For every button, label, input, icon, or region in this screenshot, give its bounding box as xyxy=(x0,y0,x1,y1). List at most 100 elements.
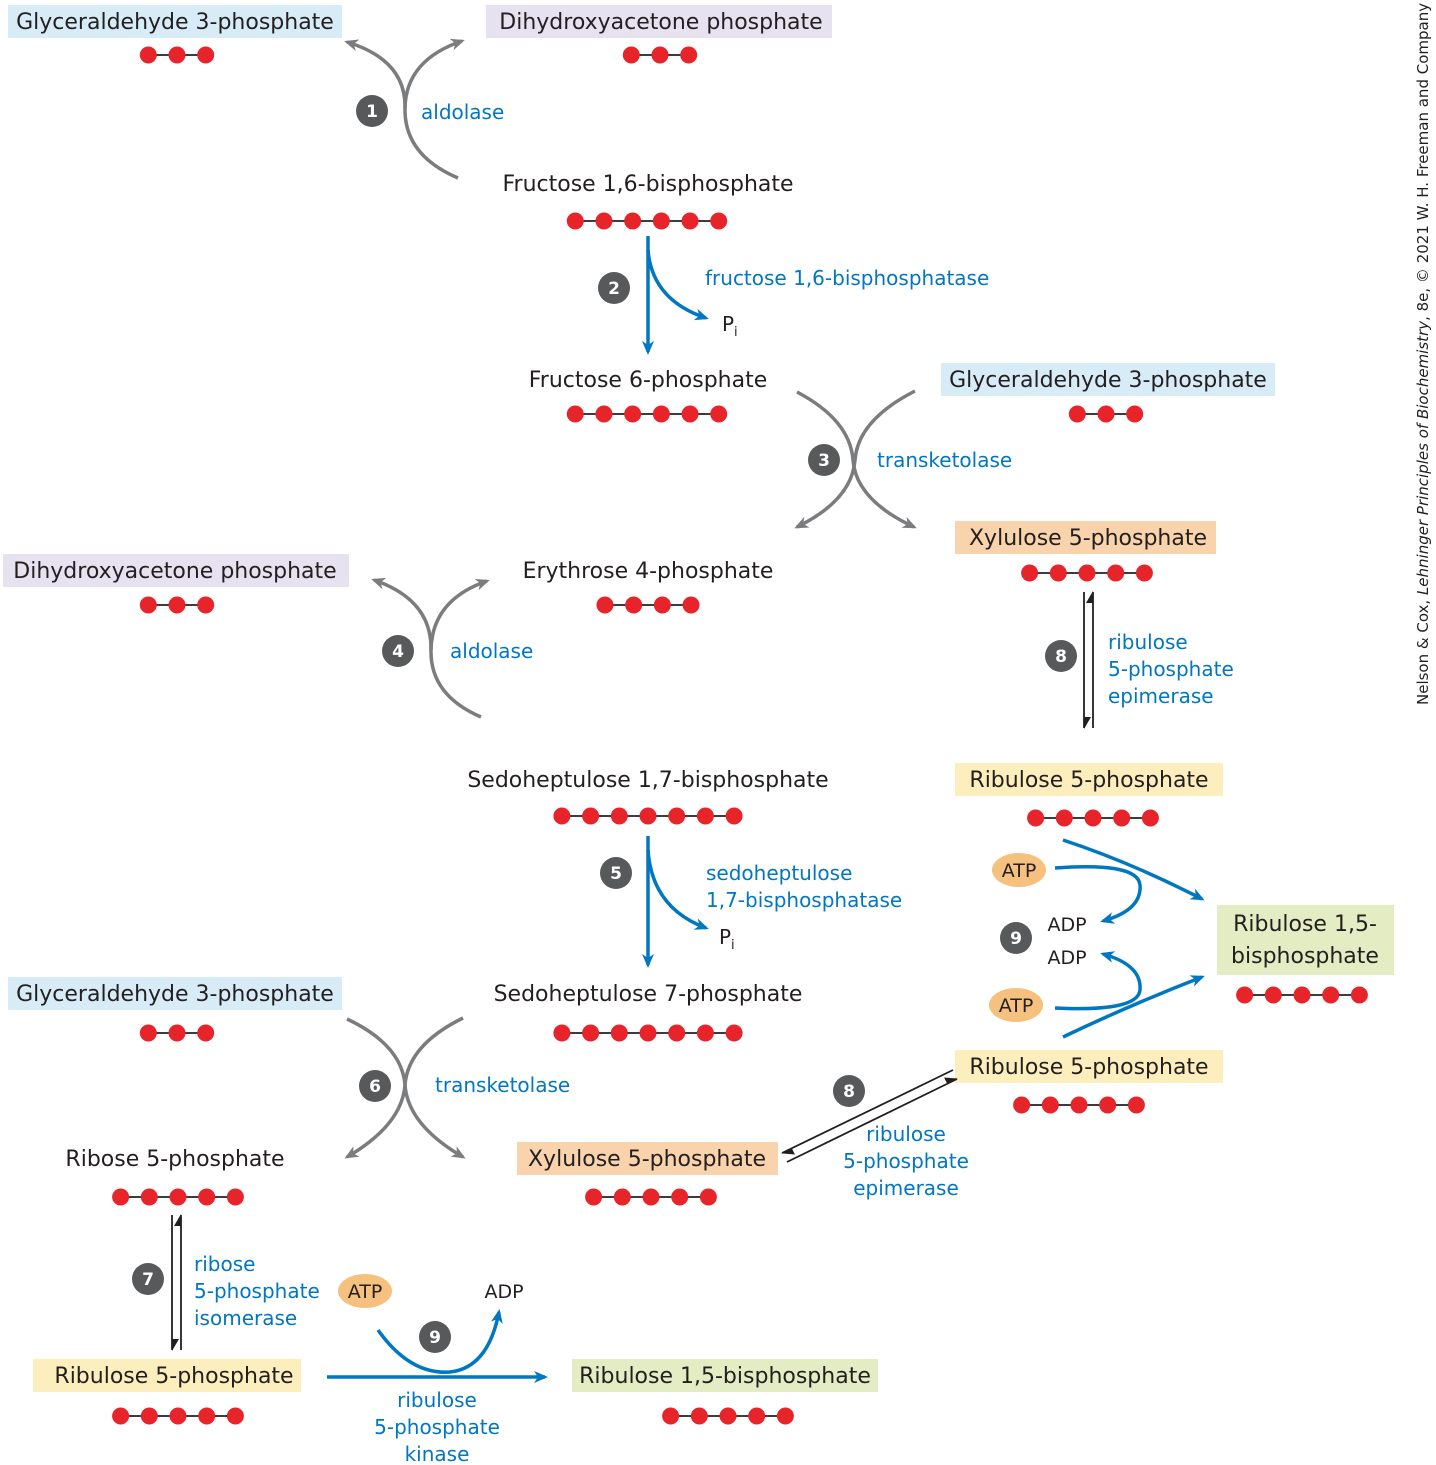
enzyme-sbpase-line2: 1,7-bisphosphatase xyxy=(706,888,902,912)
carbon-atom xyxy=(197,1024,215,1042)
carbon-chain-rubp-2 xyxy=(662,1407,794,1425)
carbon-chain-rubp-1 xyxy=(1236,986,1368,1004)
carbon-atom xyxy=(610,1024,628,1042)
compound-dhap-2: Dihydroxyacetone phosphate xyxy=(13,559,336,584)
svg-text:3: 3 xyxy=(818,451,830,471)
enzyme-epimerase-lower-line2: 5-phosphate xyxy=(843,1149,969,1173)
svg-text:ATP: ATP xyxy=(999,995,1034,1017)
carbon-atom xyxy=(651,46,669,64)
enzyme-isomerase-line1: ribose xyxy=(194,1252,255,1276)
reaction-arrow-step-5 xyxy=(642,836,709,968)
carbon-atom xyxy=(1099,1096,1117,1114)
carbon-atom xyxy=(1084,809,1102,827)
carbon-atom xyxy=(696,1024,714,1042)
compound-r5p: Ribose 5-phosphate xyxy=(65,1147,284,1172)
carbon-atom xyxy=(198,1407,216,1425)
carbon-atom xyxy=(585,1188,603,1206)
carbon-atom xyxy=(681,212,699,230)
carbon-atom xyxy=(168,1024,186,1042)
carbon-atom xyxy=(1113,809,1131,827)
carbon-atom xyxy=(696,807,714,825)
carbon-atom xyxy=(226,1407,244,1425)
svg-text:i: i xyxy=(731,938,735,953)
carbon-atom xyxy=(682,596,700,614)
carbon-atom xyxy=(595,405,613,423)
carbon-atom xyxy=(1126,405,1144,423)
carbon-atom xyxy=(596,596,614,614)
carbon-atom xyxy=(139,1024,157,1042)
step-badge-6: 6 xyxy=(359,1070,391,1102)
equilibrium-arrow-step-8-upper xyxy=(1083,591,1094,729)
carbon-atom xyxy=(1027,809,1045,827)
step-badge-4: 4 xyxy=(382,635,414,667)
enzyme-aldolase-2: aldolase xyxy=(450,639,533,663)
carbon-atom xyxy=(748,1407,766,1425)
dhap-1-box xyxy=(486,5,832,38)
svg-text:9: 9 xyxy=(429,1328,441,1348)
carbon-atom xyxy=(139,46,157,64)
enzyme-isomerase-line3: isomerase xyxy=(194,1306,297,1330)
carbon-atom xyxy=(140,1188,158,1206)
carbon-chain-fbp xyxy=(566,212,728,230)
atp-oval-1: ATP xyxy=(992,853,1046,887)
carbon-atom xyxy=(725,1024,743,1042)
carbon-atom xyxy=(566,212,584,230)
carbon-chain-e4p xyxy=(596,596,700,614)
svg-text:4: 4 xyxy=(392,642,404,662)
compound-gap-2: Glyceraldehyde 3-phosphate xyxy=(949,368,1267,393)
reaction-arrow-step-6 xyxy=(344,1016,466,1159)
carbon-atom xyxy=(680,46,698,64)
enzyme-epimerase-upper-line2: 5-phosphate xyxy=(1108,657,1234,681)
svg-text:2: 2 xyxy=(608,279,620,299)
carbon-atom xyxy=(582,807,600,825)
carbon-chain-dhap-1 xyxy=(622,46,698,64)
carbon-atom xyxy=(553,807,571,825)
enzyme-sbpase-line1: sedoheptulose xyxy=(706,861,852,885)
carbon-atom xyxy=(169,1188,187,1206)
step-badge-9-upper: 9 xyxy=(1000,922,1032,954)
carbon-atom xyxy=(1013,1096,1031,1114)
step-badge-8-upper: 8 xyxy=(1045,640,1077,672)
gap-3-box xyxy=(8,977,342,1010)
carbon-atom xyxy=(1236,986,1254,1004)
carbon-chain-s7p xyxy=(553,1024,743,1042)
enzyme-epimerase-lower-line1: ribulose xyxy=(866,1122,946,1146)
carbon-atom xyxy=(668,1024,686,1042)
carbon-atom xyxy=(613,1188,631,1206)
carbon-atom xyxy=(553,1024,571,1042)
reaction-arrow-step-9-lower xyxy=(327,1309,548,1383)
carbon-atom xyxy=(725,807,743,825)
carbon-atom xyxy=(1127,1096,1145,1114)
carbon-chain-xu5p-1 xyxy=(1021,564,1153,582)
compound-s7p: Sedoheptulose 7-phosphate xyxy=(494,982,803,1007)
carbon-atom xyxy=(710,405,728,423)
carbon-atom xyxy=(1070,1096,1088,1114)
carbon-atom xyxy=(1021,564,1039,582)
carbon-atom xyxy=(1078,564,1096,582)
compound-gap-1: Glyceraldehyde 3-phosphate xyxy=(16,10,334,35)
carbon-chain-ru5p-1 xyxy=(1027,809,1159,827)
reaction-arrow-step-3 xyxy=(794,389,917,529)
carbon-atom xyxy=(112,1407,130,1425)
ru5p-1-box xyxy=(955,763,1223,796)
svg-text:ATP: ATP xyxy=(348,1281,383,1303)
carbon-atom xyxy=(652,212,670,230)
gap-2-box xyxy=(941,363,1275,396)
carbon-atom xyxy=(1141,809,1159,827)
compound-rubp-1-line1: Ribulose 1,5- xyxy=(1233,912,1377,937)
carbon-atom xyxy=(1049,564,1067,582)
compound-ru5p-1: Ribulose 5-phosphate xyxy=(969,768,1208,793)
pi-label-1: P i xyxy=(722,312,738,340)
carbon-atom xyxy=(668,807,686,825)
carbon-atom xyxy=(582,1024,600,1042)
atp-oval-3: ATP xyxy=(338,1274,392,1308)
carbon-chain-dhap-2 xyxy=(139,596,215,614)
carbon-atom xyxy=(1350,986,1368,1004)
enzyme-fbpase: fructose 1,6-bisphosphatase xyxy=(705,266,989,290)
carbon-atom xyxy=(1068,405,1086,423)
atp-oval-2: ATP xyxy=(989,988,1043,1022)
svg-text:6: 6 xyxy=(369,1077,381,1097)
enzyme-transketolase-2: transketolase xyxy=(435,1073,570,1097)
carbon-atom xyxy=(168,596,186,614)
